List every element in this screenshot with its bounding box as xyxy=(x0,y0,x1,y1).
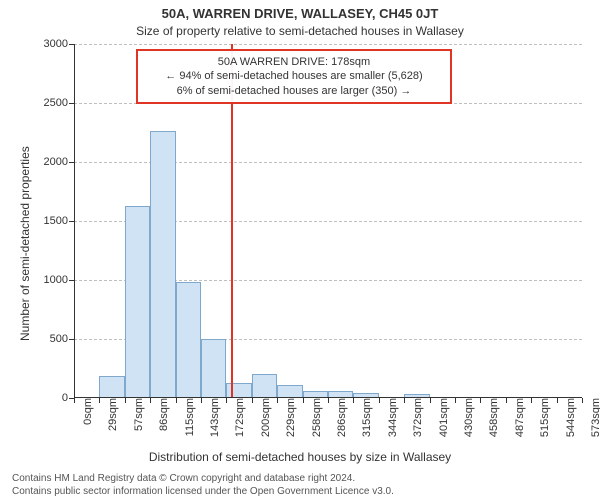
ytick-label: 2500 xyxy=(44,97,74,109)
xtick-mark xyxy=(582,398,583,403)
histogram-bar xyxy=(252,374,277,398)
xtick-mark xyxy=(277,398,278,403)
xtick-label: 458sqm xyxy=(484,398,500,437)
chart-subtitle: Size of property relative to semi-detach… xyxy=(0,24,600,38)
xtick-label: 372sqm xyxy=(408,398,424,437)
histogram-bar xyxy=(328,391,353,398)
xtick-mark xyxy=(201,398,202,403)
xtick-label: 401sqm xyxy=(434,398,450,437)
xtick-mark xyxy=(74,398,75,403)
credits-line1: Contains HM Land Registry data © Crown c… xyxy=(12,472,394,485)
xtick-label: 143sqm xyxy=(205,398,221,437)
xtick-label: 29sqm xyxy=(103,398,119,431)
ytick-label: 1000 xyxy=(44,274,74,286)
plot-area: 0500100015002000250030000sqm29sqm57sqm86… xyxy=(74,44,582,398)
xtick-label: 258sqm xyxy=(307,398,323,437)
xtick-mark xyxy=(506,398,507,403)
y-axis-label: Number of semi-detached properties xyxy=(18,146,32,341)
ytick-label: 1500 xyxy=(44,215,74,227)
chart-title: 50A, WARREN DRIVE, WALLASEY, CH45 0JT xyxy=(0,6,600,21)
credits: Contains HM Land Registry data © Crown c… xyxy=(12,472,394,498)
gridline xyxy=(74,44,582,45)
xtick-label: 487sqm xyxy=(510,398,526,437)
annotation-box: 50A WARREN DRIVE: 178sqm← 94% of semi-de… xyxy=(136,49,452,104)
xtick-label: 544sqm xyxy=(561,398,577,437)
xtick-label: 315sqm xyxy=(357,398,373,437)
xtick-label: 286sqm xyxy=(332,398,348,437)
histogram-bar xyxy=(201,339,226,398)
xtick-mark xyxy=(176,398,177,403)
histogram-bar xyxy=(125,206,150,398)
xtick-mark xyxy=(430,398,431,403)
histogram-bar xyxy=(277,385,302,398)
chart-root: 50A, WARREN DRIVE, WALLASEY, CH45 0JT Si… xyxy=(0,0,600,500)
xtick-label: 515sqm xyxy=(535,398,551,437)
xtick-mark xyxy=(150,398,151,403)
xtick-label: 573sqm xyxy=(586,398,600,437)
xtick-label: 57sqm xyxy=(129,398,145,431)
ytick-label: 3000 xyxy=(44,38,74,50)
annotation-line: 6% of semi-detached houses are larger (3… xyxy=(144,84,444,98)
xtick-mark xyxy=(531,398,532,403)
xtick-label: 115sqm xyxy=(180,398,196,436)
ytick-label: 2000 xyxy=(44,156,74,168)
histogram-bar xyxy=(150,131,175,398)
xtick-mark xyxy=(404,398,405,403)
xtick-label: 344sqm xyxy=(383,398,399,437)
xtick-mark xyxy=(557,398,558,403)
xtick-label: 0sqm xyxy=(78,398,94,425)
xtick-label: 86sqm xyxy=(154,398,170,431)
histogram-bar xyxy=(226,383,251,398)
xtick-mark xyxy=(353,398,354,403)
xtick-label: 172sqm xyxy=(230,398,246,437)
histogram-bar xyxy=(99,376,124,398)
xtick-mark xyxy=(303,398,304,403)
ytick-label: 0 xyxy=(62,392,74,404)
xtick-mark xyxy=(226,398,227,403)
xtick-label: 200sqm xyxy=(256,398,272,437)
xtick-label: 430sqm xyxy=(459,398,475,437)
histogram-bar xyxy=(303,391,328,398)
xtick-mark xyxy=(379,398,380,403)
xtick-mark xyxy=(328,398,329,403)
xtick-mark xyxy=(480,398,481,403)
annotation-line: ← 94% of semi-detached houses are smalle… xyxy=(144,69,444,83)
xtick-mark xyxy=(252,398,253,403)
xtick-label: 229sqm xyxy=(281,398,297,437)
ytick-label: 500 xyxy=(50,333,74,345)
annotation-line: 50A WARREN DRIVE: 178sqm xyxy=(144,55,444,69)
xtick-mark xyxy=(99,398,100,403)
histogram-bar xyxy=(176,282,201,398)
credits-line2: Contains public sector information licen… xyxy=(12,485,394,498)
xtick-mark xyxy=(125,398,126,403)
xtick-mark xyxy=(455,398,456,403)
x-axis-label: Distribution of semi-detached houses by … xyxy=(0,450,600,464)
